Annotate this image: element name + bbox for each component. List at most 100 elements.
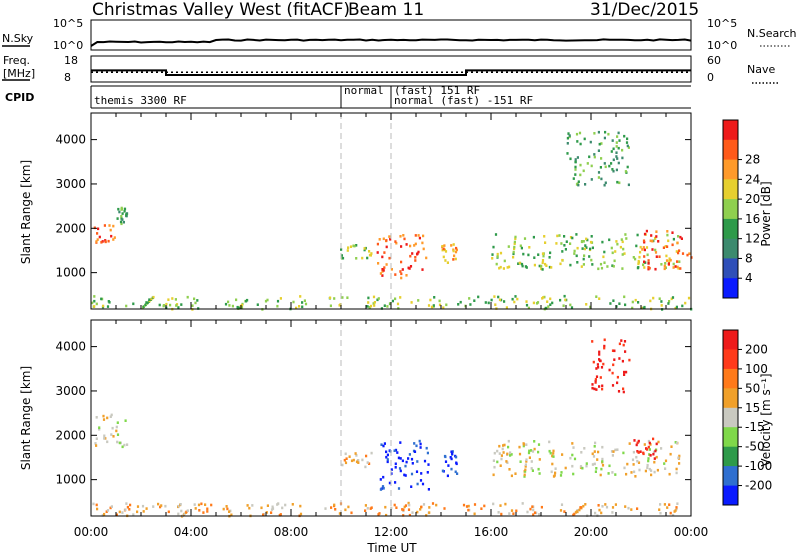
scatter-cell xyxy=(611,454,614,457)
scatter-cell xyxy=(381,268,384,271)
scatter-cell xyxy=(617,390,621,393)
scatter-cell xyxy=(571,236,574,240)
scatter-cell xyxy=(672,237,675,241)
scatter-cell xyxy=(123,443,126,447)
scatter-cell xyxy=(652,450,656,454)
scatter-cell xyxy=(679,235,682,239)
scatter-cell xyxy=(123,207,127,211)
scatter-cell xyxy=(498,266,501,270)
scatter-cell xyxy=(403,505,406,509)
colorbar-cell xyxy=(723,139,738,161)
scatter-cell xyxy=(103,512,106,516)
scatter-cell xyxy=(560,471,563,474)
scatter-cell xyxy=(576,140,579,143)
scatter-cell xyxy=(675,507,678,511)
scatter-cell xyxy=(394,273,397,276)
scatter-cell xyxy=(512,250,515,254)
scatter-cell xyxy=(572,446,575,449)
colorbar-tick-label: 4 xyxy=(745,271,753,285)
scatter-cell xyxy=(266,504,269,507)
scatter-cell xyxy=(525,303,529,307)
scatter-cell xyxy=(415,470,419,473)
scatter-cell xyxy=(96,232,99,235)
scatter-cell xyxy=(576,261,579,264)
scatter-cell xyxy=(532,301,535,305)
scatter-cell xyxy=(385,245,388,249)
scatter-cell xyxy=(573,252,576,255)
scatter-cell xyxy=(107,300,110,303)
scatter-cell xyxy=(122,220,125,224)
scatter-cell xyxy=(643,232,647,236)
scatter-cell xyxy=(125,214,128,218)
scatter-cell xyxy=(455,248,458,252)
scatter-cell xyxy=(399,296,402,299)
velocity-colorbar: 200 100 50 15 -15 -50 -100 -200 Velocity [m s⁻¹… xyxy=(722,329,773,506)
scatter-cell xyxy=(91,301,94,305)
scatter-cell xyxy=(126,443,129,446)
scatter-cell xyxy=(363,248,366,252)
scatter-cell xyxy=(120,208,123,211)
scatter-cell xyxy=(420,472,423,475)
scatter-cell xyxy=(602,362,605,366)
scatter-cell xyxy=(594,379,597,383)
scatter-cell xyxy=(92,502,95,506)
scatter-cell xyxy=(657,440,660,444)
scatter-cell xyxy=(145,507,148,510)
scatter-cell xyxy=(368,462,371,465)
scatter-cell xyxy=(618,357,621,360)
scatter-cell xyxy=(210,503,213,507)
scatter-cell xyxy=(227,300,230,304)
scatter-cell xyxy=(654,248,657,252)
scatter-cell xyxy=(411,462,414,465)
scatter-cell xyxy=(637,439,640,443)
scatter-cell xyxy=(636,507,639,510)
scatter-cell xyxy=(421,268,424,271)
scatter-cell xyxy=(599,473,602,477)
scatter-cell xyxy=(601,505,604,508)
scatter-cell xyxy=(651,248,654,251)
scatter-cell xyxy=(603,136,606,140)
scatter-cell xyxy=(142,305,145,308)
scatter-cell xyxy=(473,503,477,506)
scatter-cell xyxy=(355,460,359,464)
scatter-cell xyxy=(414,242,417,246)
scatter-cell xyxy=(531,450,535,453)
freq-tick-top: 18 xyxy=(64,54,78,67)
scatter-cell xyxy=(193,297,196,301)
scatter-cell xyxy=(573,512,576,516)
scatter-cell xyxy=(497,295,500,299)
scatter-cell xyxy=(391,299,394,303)
scatter-cell xyxy=(646,463,649,467)
scatter-cell xyxy=(616,381,619,385)
scatter-cell xyxy=(158,303,161,307)
scatter-cell xyxy=(636,233,639,237)
scatter-cell xyxy=(642,263,645,267)
scatter-cell xyxy=(510,474,513,478)
scatter-cell xyxy=(616,375,619,379)
scatter-cell xyxy=(467,508,470,512)
scatter-cell xyxy=(647,267,650,271)
scatter-cell xyxy=(150,297,153,301)
scatter-cell xyxy=(370,252,373,255)
scatter-cell xyxy=(639,250,642,254)
scatter-cell xyxy=(615,145,618,148)
scatter-cell xyxy=(246,504,249,507)
scatter-cell xyxy=(575,132,579,136)
scatter-cell xyxy=(583,247,586,251)
scatter-cell xyxy=(672,513,675,517)
nsky-label: N.Sky xyxy=(2,32,34,45)
scatter-cell xyxy=(627,146,630,149)
scatter-cell xyxy=(643,248,646,252)
scatter-cell xyxy=(677,267,680,270)
scatter-cell xyxy=(635,443,638,447)
scatter-cell xyxy=(543,295,546,299)
scatter-cell xyxy=(611,371,614,375)
scatter-cell xyxy=(574,165,577,169)
scatter-cell xyxy=(418,439,421,443)
scatter-cell xyxy=(401,508,404,511)
scatter-cell xyxy=(670,445,673,448)
scatter-cell xyxy=(410,472,414,476)
scatter-cell xyxy=(596,363,599,366)
scatter-cell xyxy=(124,508,127,511)
scatter-cell xyxy=(525,460,528,463)
